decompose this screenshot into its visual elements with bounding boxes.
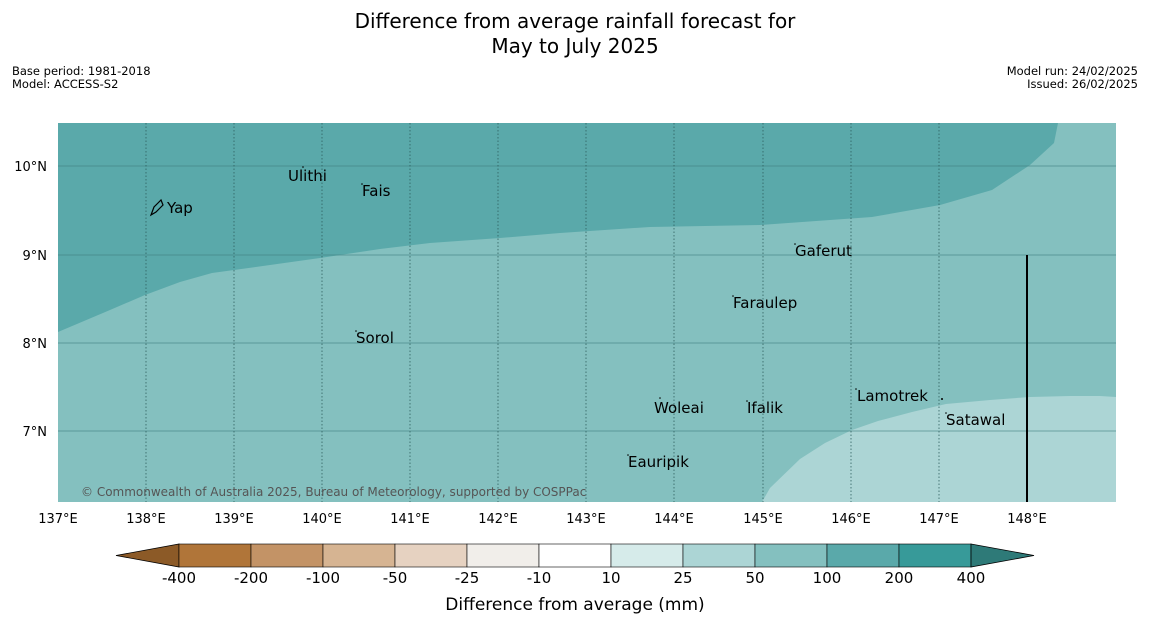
place-label-ifalik: Ifalik (747, 399, 783, 417)
colorbar-swatch (394, 543, 468, 568)
place-label-eauripik: Eauripik (628, 453, 689, 471)
yap-island-shape (149, 198, 164, 217)
woleai-dot (659, 397, 661, 399)
ulithi-dot (302, 166, 304, 168)
latitude-axis: 10°N 9°N 8°N 7°N (14, 160, 47, 440)
cb-tick-label: -200 (234, 569, 268, 587)
lon-tick-144e: 144°E (654, 512, 694, 527)
lat-tick-9n: 9°N (23, 249, 48, 264)
colorbar-swatch (250, 543, 324, 568)
issued-text: Issued: 26/02/2025 (1027, 77, 1138, 91)
region-100-to-200 (58, 123, 1058, 332)
base-period-text: Base period: 1981-2018 (12, 64, 151, 78)
forecast-metadata-left: Base period: 1981-2018 Model: ACCESS-S2 (12, 65, 151, 91)
fais-dot (361, 183, 363, 185)
gaferut-dot (794, 243, 796, 245)
eauripik-dot (627, 454, 629, 456)
lon-tick-145e: 145°E (743, 512, 783, 527)
lon-tick-146e: 146°E (831, 512, 871, 527)
colorbar-legend: -400 -200 -100 -50 -25 -10 10 25 50 100 … (115, 543, 1035, 615)
longitude-gridlines (145, 123, 940, 502)
satawal-dot (945, 412, 947, 414)
lon-tick-143e: 143°E (566, 512, 606, 527)
lamotrek-dot (855, 388, 857, 390)
colorbar-swatch (610, 543, 684, 568)
lon-tick-138e: 138°E (126, 512, 166, 527)
colorbar-title: Difference from average (mm) (445, 595, 704, 615)
lon-tick-142e: 142°E (478, 512, 518, 527)
colorbar-swatch (538, 543, 612, 568)
lon-tick-148e: 148°E (1007, 512, 1047, 527)
colorbar-swatch (898, 543, 972, 568)
place-label-gaferut: Gaferut (795, 242, 852, 260)
place-label-ulithi: Ulithi (288, 167, 327, 185)
place-label-woleai: Woleai (654, 399, 704, 417)
colorbar-swatch (178, 543, 252, 568)
colorbar-swatch (826, 543, 900, 568)
cb-tick-label: -10 (527, 569, 552, 587)
cb-tick-label: 25 (673, 569, 692, 587)
title-line-2: May to July 2025 (491, 34, 659, 58)
cb-tick-label: 50 (745, 569, 764, 587)
copyright-notice: © Commonwealth of Australia 2025, Bureau… (81, 485, 586, 499)
colorbar-swatch (466, 543, 540, 568)
cb-tick-label: 10 (601, 569, 620, 587)
cb-tick-label: -100 (306, 569, 340, 587)
place-label-satawal: Satawal (946, 411, 1005, 429)
colorbar-swatch (682, 543, 756, 568)
place-label-yap: Yap (166, 199, 193, 217)
island-markers (302, 166, 947, 456)
place-label-fais: Fais (362, 182, 391, 200)
ifalik-dot (746, 400, 748, 402)
cb-tick-label: -50 (383, 569, 408, 587)
lon-tick-141e: 141°E (390, 512, 430, 527)
lamotrek-east-dot (941, 398, 943, 400)
place-label-lamotrek: Lamotrek (857, 387, 928, 405)
colorbar-tick-labels: -400 -200 -100 -50 -25 -10 10 25 50 100 … (162, 569, 985, 587)
place-label-faraulep: Faraulep (733, 294, 797, 312)
lat-tick-10n: 10°N (14, 160, 47, 175)
model-text: Model: ACCESS-S2 (12, 77, 119, 91)
lat-tick-8n: 8°N (23, 337, 48, 352)
lat-tick-7n: 7°N (23, 425, 48, 440)
colorbar-extension-low (115, 543, 180, 568)
longitude-axis: 137°E 138°E 139°E 140°E 141°E 142°E 143°… (38, 512, 1047, 527)
colorbar-extension-high (970, 543, 1035, 568)
lon-tick-147e: 147°E (919, 512, 959, 527)
lon-tick-139e: 139°E (214, 512, 254, 527)
forecast-metadata-right: Model run: 24/02/2025 Issued: 26/02/2025 (1007, 65, 1138, 91)
cb-tick-label: 200 (885, 569, 914, 587)
map-panel: Yap Ulithi Fais Gaferut Faraulep Sorol L… (58, 123, 1116, 502)
model-run-text: Model run: 24/02/2025 (1006, 64, 1138, 78)
cb-tick-label: -25 (455, 569, 480, 587)
cb-tick-label: -400 (162, 569, 196, 587)
lon-tick-140e: 140°E (302, 512, 342, 527)
lon-tick-137e: 137°E (38, 512, 78, 527)
map-title: Difference from average rainfall forecas… (0, 9, 1150, 59)
title-line-1: Difference from average rainfall forecas… (354, 9, 796, 33)
cb-tick-label: 100 (813, 569, 842, 587)
place-labels: Yap Ulithi Fais Gaferut Faraulep Sorol L… (166, 167, 1005, 471)
place-label-sorol: Sorol (356, 329, 394, 347)
cb-tick-label: 400 (957, 569, 986, 587)
colorbar-swatch (754, 543, 828, 568)
colorbar-swatch (322, 543, 396, 568)
sorol-dot (355, 330, 357, 332)
faraulep-dot (732, 295, 734, 297)
colorbar-swatches (115, 543, 1035, 568)
